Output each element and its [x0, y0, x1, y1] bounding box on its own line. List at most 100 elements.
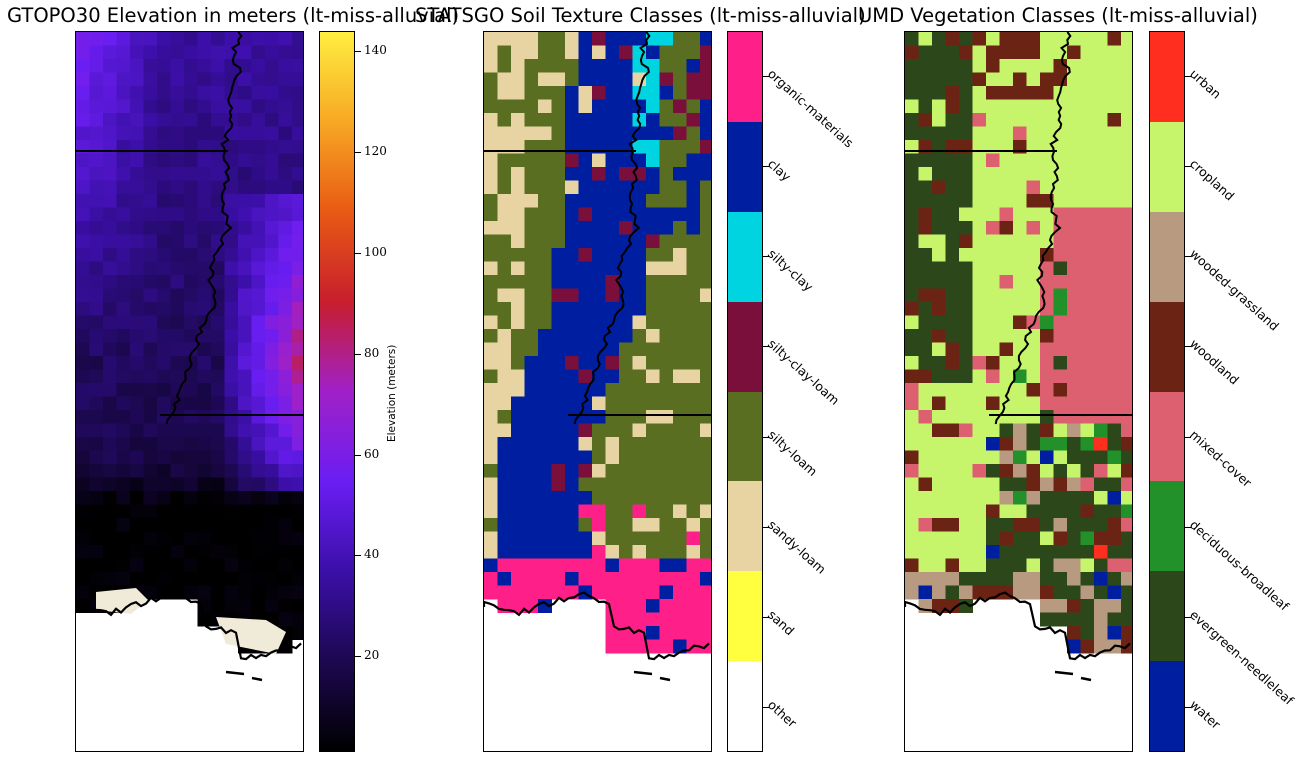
class-cell — [1067, 207, 1081, 222]
class-cell — [1121, 477, 1132, 492]
class-cell — [1080, 504, 1095, 519]
class-cell — [592, 396, 606, 411]
elevation-cell — [197, 207, 212, 222]
elevation-cell — [170, 126, 185, 141]
elevation-cell — [265, 504, 279, 519]
class-cell — [1121, 248, 1132, 262]
class-cell — [673, 72, 687, 87]
class-cell — [619, 491, 633, 505]
class-cell — [1094, 261, 1108, 276]
class-cell — [1040, 99, 1054, 114]
map-overlay-lines — [905, 32, 1132, 682]
class-cell — [1094, 99, 1108, 114]
class-cell — [1040, 396, 1054, 411]
elevation-cell — [76, 59, 90, 73]
class-tick-mark — [1185, 76, 1191, 78]
class-cell — [484, 59, 498, 73]
class-cell — [972, 113, 987, 127]
class-cell — [1121, 612, 1132, 627]
class-cell — [659, 356, 674, 370]
elevation-cell — [224, 315, 239, 330]
class-cell — [905, 207, 919, 222]
elevation-cell — [184, 32, 198, 46]
class-cell — [972, 572, 987, 586]
class-cell — [551, 369, 566, 384]
class-cell — [1107, 585, 1122, 600]
class-cell — [945, 437, 960, 451]
class-cell — [484, 153, 498, 168]
elevation-cell — [184, 180, 198, 195]
class-cell — [524, 72, 539, 87]
class-cell — [511, 99, 525, 114]
class-cell — [1053, 558, 1068, 573]
class-cell — [673, 504, 687, 519]
elevation-cell — [103, 356, 117, 370]
class-cell — [497, 369, 512, 384]
class-cell — [999, 423, 1014, 438]
class-cell — [497, 59, 512, 73]
class-cell — [932, 99, 946, 114]
class-cell — [1053, 450, 1068, 465]
class-cell — [1080, 585, 1095, 600]
elevation-cell — [184, 261, 198, 276]
elevation-cell — [238, 99, 252, 114]
elevation-cell — [89, 531, 104, 546]
class-cell — [1013, 558, 1027, 573]
class-cell — [484, 126, 498, 141]
class-cell — [646, 180, 660, 195]
class-cell — [918, 113, 933, 127]
elevation-cell — [170, 464, 185, 478]
elevation-cell — [116, 207, 131, 222]
elevation-cell — [76, 248, 90, 262]
class-cell — [1121, 261, 1132, 276]
class-cell — [1121, 329, 1132, 343]
class-cell — [1026, 261, 1041, 276]
class-cell — [686, 504, 701, 519]
class-cell — [1026, 194, 1041, 208]
class-cell — [686, 261, 701, 276]
class-cell — [999, 518, 1014, 532]
class-cell — [1080, 180, 1095, 195]
elevation-cell — [292, 410, 303, 424]
elevation-cell — [278, 194, 293, 208]
elevation-cell — [251, 275, 266, 289]
class-cell — [538, 234, 552, 249]
class-cell — [1080, 59, 1095, 73]
elevation-cell — [292, 86, 303, 100]
elevation-cell — [238, 396, 252, 411]
map-overlay-lines — [484, 32, 711, 682]
class-cell — [1013, 342, 1027, 357]
class-label-sand: sand — [764, 606, 798, 639]
elevation-cell — [292, 531, 303, 546]
elevation-cell — [292, 221, 303, 235]
elevation-cell — [89, 72, 104, 87]
class-cell — [1080, 32, 1095, 46]
class-cell — [986, 113, 1000, 127]
class-cell — [1040, 410, 1054, 424]
class-cell — [1067, 86, 1081, 100]
elevation-cell — [265, 113, 279, 127]
class-cell — [497, 126, 512, 141]
elevation-cell — [76, 545, 90, 559]
class-cell — [592, 410, 606, 424]
class-tick-mark — [763, 526, 769, 528]
class-cell — [1067, 437, 1081, 451]
class-cell — [592, 545, 606, 559]
class-cell — [686, 437, 701, 451]
class-cell — [484, 356, 498, 370]
class-cell — [605, 410, 620, 424]
class-cell — [1053, 410, 1068, 424]
elevation-cell — [251, 180, 266, 195]
class-cell — [673, 423, 687, 438]
class-cell — [959, 383, 973, 397]
elevation-cell — [278, 383, 293, 397]
elevation-cell — [170, 545, 185, 559]
class-cell — [551, 329, 566, 343]
class-cell — [551, 464, 566, 478]
class-cell — [605, 302, 620, 316]
class-cell — [646, 302, 660, 316]
class-cell — [1107, 113, 1122, 127]
elevation-cell — [278, 369, 293, 384]
class-cell — [999, 113, 1014, 127]
class-cell — [986, 153, 1000, 168]
